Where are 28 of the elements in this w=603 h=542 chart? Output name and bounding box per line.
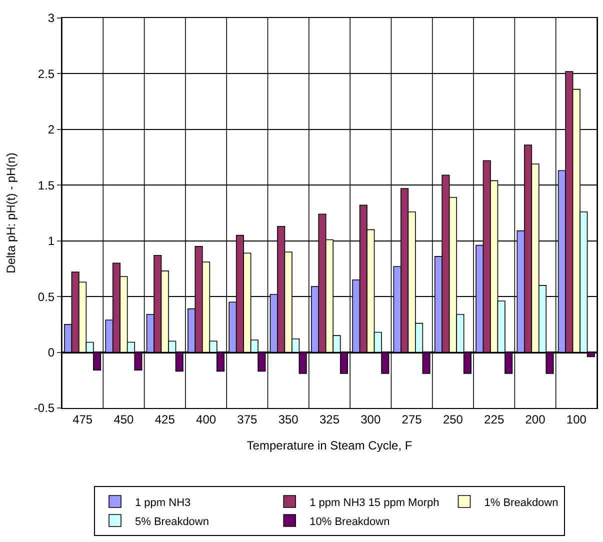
y-tick-label: -0.5 [34, 401, 55, 416]
x-tick-label: 475 [72, 412, 93, 426]
x-tick-label: 325 [319, 412, 340, 426]
y-tick-label: 0.5 [38, 290, 55, 304]
legend-label: 5% Breakdown [135, 516, 209, 528]
x-tick-label: 250 [442, 412, 464, 426]
x-tick-label: 200 [525, 412, 546, 426]
x-tick-label: 275 [402, 412, 422, 426]
x-tick-label: 450 [114, 412, 134, 426]
y-tick-label: 1.5 [38, 178, 55, 192]
x-tick-label: 100 [566, 412, 587, 426]
y-tick-label: 1 [48, 234, 55, 248]
x-tick-label: 350 [278, 412, 299, 426]
legend-label: 1 ppm NH3 15 ppm Morph [310, 496, 440, 509]
x-tick-label: 375 [237, 412, 258, 426]
legend-label: 10% Breakdown [310, 516, 390, 528]
y-tick-label: 0 [48, 345, 55, 360]
x-axis-title: Temperature in Steam Cycle, F [246, 438, 412, 452]
legend-label: 1% Breakdown [484, 496, 558, 509]
x-tick-label: 425 [154, 412, 176, 426]
x-tick-label: 400 [196, 412, 216, 426]
y-tick-label: 2.5 [38, 66, 55, 81]
x-tick-label: 300 [360, 412, 381, 426]
x-tick-label: 225 [484, 412, 504, 426]
y-axis-title: Delta pH: pH(t) - pH(n) [4, 152, 18, 274]
y-tick-label: 3 [48, 11, 55, 26]
y-tick-label: 2 [48, 122, 55, 137]
legend-label: 1 ppm NH3 [135, 496, 191, 509]
